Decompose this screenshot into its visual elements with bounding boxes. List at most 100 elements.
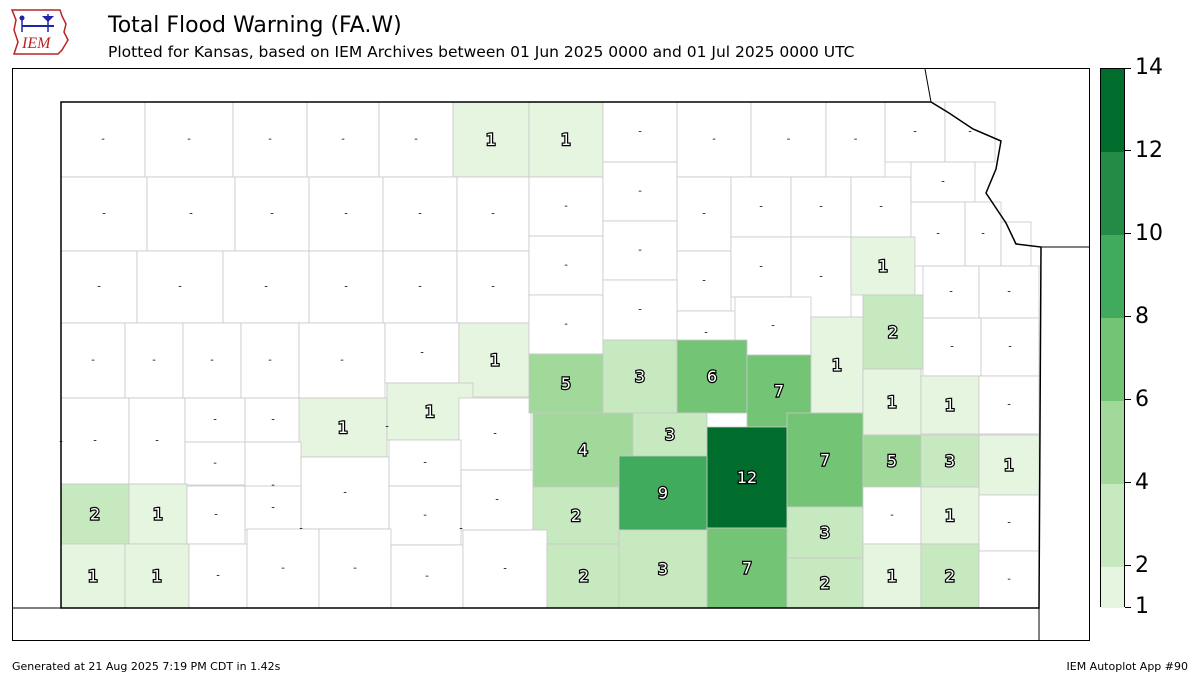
county-label-r4c5: -: [340, 355, 344, 366]
county-label-r3c2: -: [178, 282, 182, 293]
county-r3c7: [528, 235, 604, 296]
county-label-r7c7: -: [459, 524, 463, 535]
county-r5c14: [920, 375, 980, 435]
county-label-r2c7: -: [564, 201, 568, 212]
county-r1c1: [60, 101, 146, 178]
colorbar-tick: [1125, 150, 1131, 152]
county-label-r2c10: -: [819, 202, 823, 213]
county-r7c3: [186, 485, 246, 545]
county-r8c8: [546, 543, 622, 609]
colorbar-tick: [1125, 606, 1131, 608]
county-label-r3c4: -: [344, 282, 348, 293]
colorbar-segment-1-2: [1101, 566, 1124, 608]
county-label-r5c13: 1: [887, 393, 897, 412]
county-label-r6c12: 5: [887, 452, 897, 471]
neighbor-borders: [13, 69, 1089, 640]
county-r8c13: [920, 543, 980, 609]
county-r2c7: [528, 176, 604, 237]
county-label-r7c11: -: [890, 510, 894, 521]
county-label-r7c6: -: [423, 510, 427, 521]
county-label-r5c2: -: [155, 436, 159, 447]
county-label-r4c6: -: [420, 348, 424, 359]
county-label-r8c10: 7: [742, 559, 752, 578]
county-label-r3c14: -: [1007, 287, 1011, 298]
county-label-r7c10: 3: [820, 523, 830, 542]
county-label-r7c13: -: [1007, 518, 1011, 529]
county-label-r8c12: 1: [887, 567, 897, 586]
county-r4c12: [862, 294, 924, 370]
county-label-r6c14: 1: [1004, 456, 1014, 475]
county-label-r3c10: -: [759, 262, 763, 273]
county-r7c4: [244, 485, 302, 531]
county-label-r3c5: -: [418, 282, 422, 293]
county-r5c12: [810, 316, 864, 414]
county-r7c1: [60, 483, 130, 545]
iem-logo-text: IEM: [21, 35, 52, 52]
county-label-r3c6: -: [491, 282, 495, 293]
county-r3c14: [978, 265, 1040, 319]
county-r4c8: [528, 294, 604, 355]
county-label-r4c13: -: [950, 342, 954, 353]
county-r7c6: [388, 485, 462, 546]
county-r7c11: [862, 486, 922, 545]
county-label-r8c11: 2: [820, 574, 830, 593]
county-label-r3c1: -: [97, 282, 101, 293]
county-label-r2c13: -: [936, 229, 940, 240]
county-r8c5: [318, 528, 392, 609]
county-label-r1c1: -: [101, 134, 105, 145]
county-r8c12: [862, 543, 922, 609]
county-label-r5c1: -: [93, 436, 97, 447]
county-label-r6c11: 7: [820, 451, 830, 470]
county-label-r1c5: -: [414, 134, 418, 145]
colorbar-tick-label: 14: [1135, 55, 1163, 80]
colorbar-segment-4-6: [1101, 400, 1124, 484]
county-label-r6c9: 3: [665, 425, 675, 444]
county-r7c9: [618, 455, 708, 531]
county-label-r1c9: -: [712, 134, 716, 145]
county-label-r2c9: -: [759, 202, 763, 213]
county-r5c5: [298, 397, 388, 458]
county-label-r1c11: -: [854, 134, 858, 145]
county-label-r4c10: -: [704, 328, 708, 339]
county-r2c9: [730, 176, 792, 238]
county-r7c10: [786, 506, 864, 559]
kansas-county-map: - - - - - 1 1 - - - - - - - - - - - - - - - - - - - - - - - - - - - - - - - - -…: [13, 69, 1089, 640]
county-r2c1: [60, 176, 148, 252]
county-r5c10: [676, 339, 748, 414]
county-r2c2: [146, 176, 236, 252]
county-r8c6: [390, 544, 464, 609]
colorbar-tick-label: 12: [1135, 137, 1163, 163]
county-label-r8c6: -: [425, 571, 429, 582]
county-label-r1c4: -: [341, 134, 345, 145]
county-label-r3c7: -: [564, 260, 568, 271]
colorbar-segment-6-8: [1101, 317, 1124, 401]
county-r8c7: [462, 529, 548, 609]
county-label-r7c3: -: [214, 510, 218, 521]
colorbar-tick: [1125, 565, 1131, 567]
county-label-r4c11: -: [771, 321, 775, 332]
county-r5c7: [458, 397, 532, 471]
county-r2c11: [850, 176, 912, 238]
county-r1c13: [944, 101, 996, 163]
county-label-r5c14: 1: [945, 396, 955, 415]
county-label-r8c5: -: [353, 563, 357, 574]
county-r6c9: [632, 412, 708, 457]
county-label-r4c9: -: [638, 305, 642, 316]
county-r4c11: [734, 296, 812, 356]
county-r2c8b: [676, 176, 732, 252]
iem-logo: IEM: [10, 9, 69, 55]
county-r6c11: [786, 412, 864, 508]
county-label-r5c5: 1: [338, 418, 348, 437]
colorbar-tick-label: 4: [1135, 469, 1149, 495]
county-r3c1: [60, 250, 138, 324]
county-r7c2: [128, 483, 188, 545]
county-r2c5: [382, 176, 458, 252]
county-label-r7c8: 2: [571, 506, 581, 525]
county-label-r5c10: 6: [707, 367, 717, 386]
county-label-r6c13: 3: [945, 452, 955, 471]
county-r2c8a: [602, 161, 678, 222]
county-r8c1: [60, 543, 126, 609]
county-r3c4: [308, 250, 384, 324]
county-r1c7: [528, 101, 604, 178]
county-label-r5c12: 1: [832, 356, 842, 375]
